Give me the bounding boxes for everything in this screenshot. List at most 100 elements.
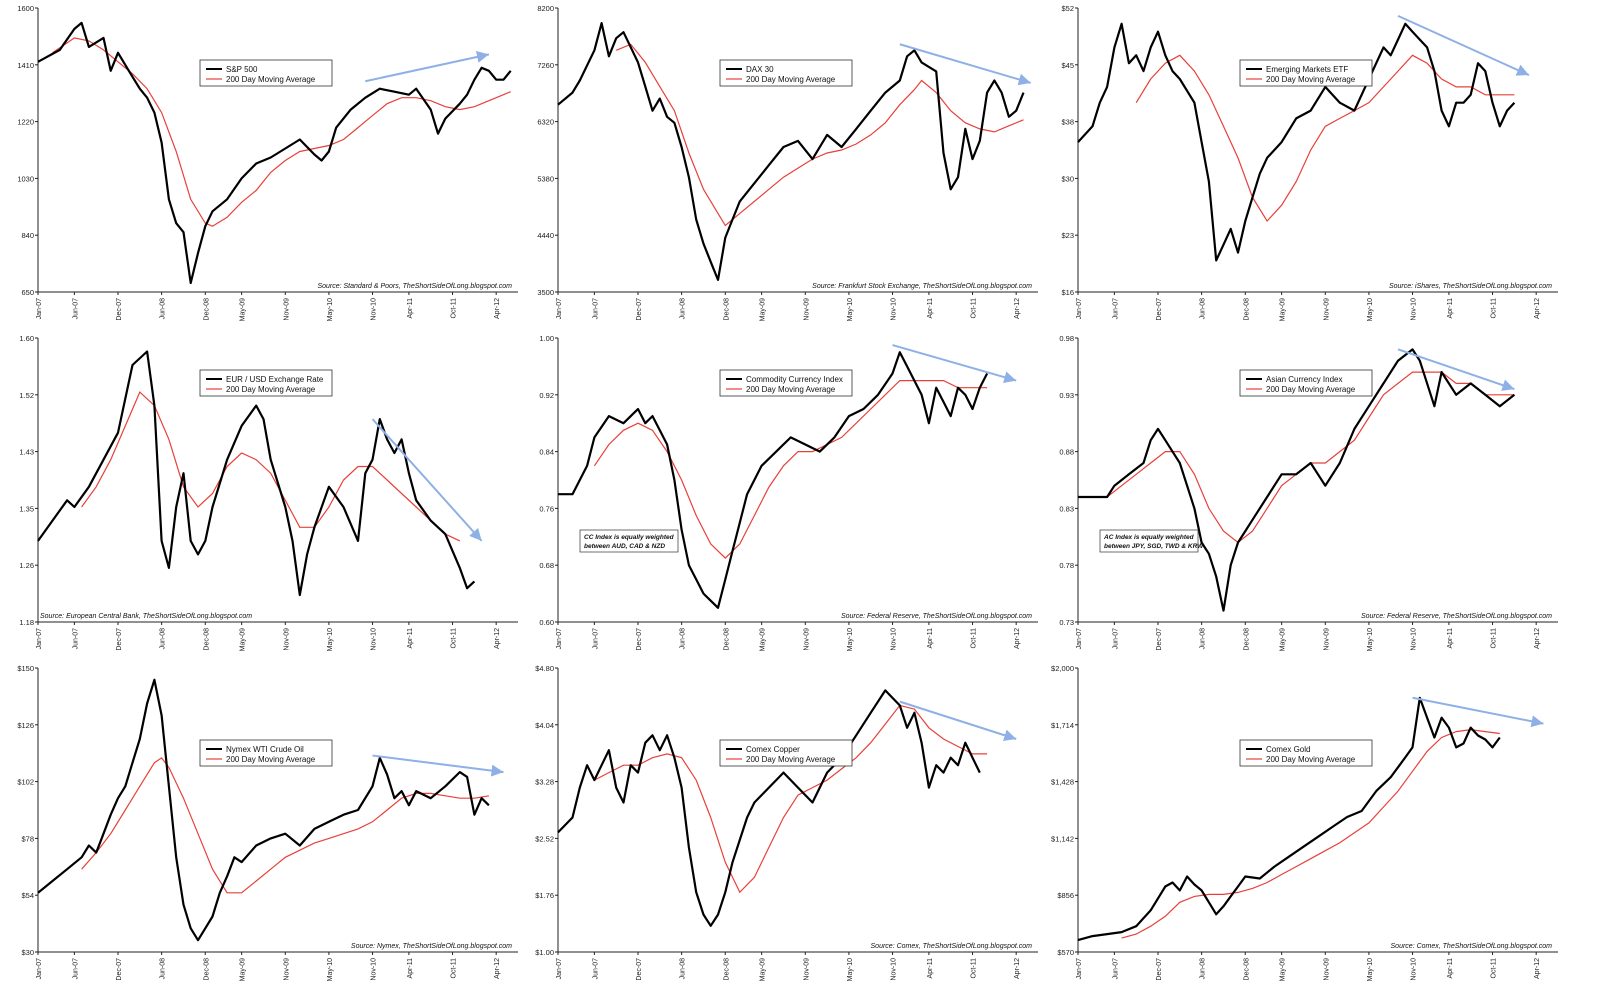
x-tick-label: Nov-09 xyxy=(283,628,290,651)
y-tick-label: $1,142 xyxy=(1051,834,1074,843)
note-text: between JPY, SGD, TWD & KRW xyxy=(1104,543,1204,550)
x-tick-label: May-09 xyxy=(1280,298,1287,321)
y-tick-label: $1.00 xyxy=(535,948,554,957)
x-tick-label: Nov-09 xyxy=(1323,958,1330,981)
x-tick-label: Jun-08 xyxy=(160,298,167,320)
y-tick-label: 1.00 xyxy=(539,334,554,343)
x-tick-label: Dec-08 xyxy=(1243,298,1250,321)
x-tick-label: Jun-07 xyxy=(592,958,599,980)
series-line-moving-average xyxy=(594,704,988,894)
trend-arrow xyxy=(371,418,483,542)
legend-label-moving-average: 200 Day Moving Average xyxy=(226,75,316,84)
x-tick-label: Jun-07 xyxy=(1112,298,1119,320)
x-tick-label: Jan-07 xyxy=(36,958,43,980)
x-tick-label: Dec-07 xyxy=(116,298,123,321)
x-tick-label: Jun-08 xyxy=(680,958,687,980)
y-tick-label: $78 xyxy=(21,834,34,843)
legend-label-moving-average: 200 Day Moving Average xyxy=(1266,385,1356,394)
y-tick-label: $4.04 xyxy=(535,721,554,730)
legend-label-price: Emerging Markets ETF xyxy=(1266,65,1348,74)
x-tick-label: May-10 xyxy=(1367,298,1374,321)
series-line-price xyxy=(558,351,989,609)
series-line-moving-average xyxy=(615,43,1024,227)
series-line-price xyxy=(557,689,981,927)
trend-arrow xyxy=(372,754,504,777)
x-tick-label: Nov-10 xyxy=(371,628,378,651)
y-tick-label: 0.84 xyxy=(539,448,554,457)
x-tick-label: Nov-10 xyxy=(1411,298,1418,321)
chart-panel-dax30: 3500 4440 5380 6320 7260 8200 Jan-07 Jun-07 Dec-… xyxy=(520,0,1040,330)
legend-label-moving-average: 200 Day Moving Average xyxy=(746,385,836,394)
x-tick-label: Jan-07 xyxy=(1076,298,1083,320)
x-tick-label: Jun-08 xyxy=(680,298,687,320)
x-tick-label: Jun-07 xyxy=(72,958,79,980)
series-line-price xyxy=(1077,22,1516,262)
x-tick-label: Oct-11 xyxy=(451,628,458,649)
y-tick-label: 840 xyxy=(21,231,34,240)
x-tick-label: Jun-07 xyxy=(72,298,79,320)
x-tick-label: Nov-09 xyxy=(803,298,810,321)
x-tick-label: Dec-08 xyxy=(1243,958,1250,981)
x-tick-label: Dec-07 xyxy=(116,958,123,981)
x-tick-label: Jan-07 xyxy=(556,628,563,650)
series-line-price xyxy=(37,21,512,285)
chart-panel-copper: $1.00 $1.76 $2.52 $3.28 $4.04 $4.80 Jan-07 Jun-… xyxy=(520,660,1040,990)
x-tick-label: May-10 xyxy=(327,628,334,651)
chart-panel-asian-currency-index: 0.73 0.78 0.83 0.88 0.93 0.98 Jan-07 Jun-07 Dec-… xyxy=(1040,330,1560,660)
x-tick-label: May-10 xyxy=(327,298,334,321)
chart-svg: 0.60 0.68 0.76 0.84 0.92 1.00 Jan-07 Jun-07 Dec-… xyxy=(539,334,1038,651)
y-tick-label: 0.78 xyxy=(1059,561,1074,570)
x-tick-label: May-10 xyxy=(847,628,854,651)
y-tick-label: $2,000 xyxy=(1051,664,1074,673)
chart-svg: 0.73 0.78 0.83 0.88 0.93 0.98 Jan-07 Jun-07 Dec-… xyxy=(1059,334,1558,651)
y-tick-label: $45 xyxy=(1061,61,1074,70)
x-tick-label: Nov-09 xyxy=(1323,298,1330,321)
x-tick-label: Jan-07 xyxy=(36,628,43,650)
x-tick-label: Nov-10 xyxy=(1411,958,1418,981)
source-note: Source: Nymex, TheShortSideOfLong.blogsp… xyxy=(351,943,512,950)
x-tick-label: May-09 xyxy=(760,958,767,981)
y-tick-label: 0.92 xyxy=(539,391,554,400)
x-tick-label: Nov-09 xyxy=(283,958,290,981)
x-tick-label: Apr-12 xyxy=(1534,298,1541,319)
y-tick-label: 0.98 xyxy=(1059,334,1074,343)
x-tick-label: Dec-07 xyxy=(1156,298,1163,321)
series-line-moving-average xyxy=(52,37,511,227)
series-line-price xyxy=(37,350,476,597)
series-line-moving-average xyxy=(1121,728,1500,939)
x-tick-label: Jun-08 xyxy=(680,628,687,650)
y-tick-label: $30 xyxy=(21,948,34,957)
x-tick-label: Oct-11 xyxy=(451,958,458,979)
source-note: Source: Standard & Poors, TheShortSideOf… xyxy=(317,283,512,290)
x-tick-label: May-09 xyxy=(240,298,247,321)
x-tick-label: Apr-12 xyxy=(1014,628,1021,649)
x-tick-label: Apr-12 xyxy=(1014,958,1021,979)
y-tick-label: 0.83 xyxy=(1059,504,1074,513)
source-note: Source: Federal Reserve, TheShortSideOfL… xyxy=(841,613,1032,620)
x-tick-label: Jun-08 xyxy=(1200,958,1207,980)
legend-label-moving-average: 200 Day Moving Average xyxy=(1266,755,1356,764)
x-tick-label: Dec-07 xyxy=(1156,628,1163,651)
source-note: Source: Frankfurt Stock Exchange, TheSho… xyxy=(812,283,1032,290)
x-tick-label: Nov-10 xyxy=(891,298,898,321)
x-tick-label: May-09 xyxy=(760,298,767,321)
legend-label-moving-average: 200 Day Moving Average xyxy=(226,385,316,394)
y-tick-label: 1030 xyxy=(17,174,34,183)
note-box xyxy=(1099,529,1199,553)
y-tick-label: 8200 xyxy=(537,4,554,13)
y-tick-label: 0.88 xyxy=(1059,448,1074,457)
source-note: Source: Comex, TheShortSideOfLong.blogsp… xyxy=(1391,943,1553,950)
x-tick-label: May-10 xyxy=(1367,958,1374,981)
x-tick-label: May-09 xyxy=(1280,958,1287,981)
y-tick-label: 0.68 xyxy=(539,561,554,570)
series-line-price xyxy=(37,678,490,942)
x-tick-label: Oct-11 xyxy=(1491,298,1498,319)
y-tick-label: 1.18 xyxy=(19,618,34,627)
x-tick-label: Apr-11 xyxy=(407,958,414,979)
y-tick-label: 1220 xyxy=(17,118,34,127)
x-tick-label: Nov-09 xyxy=(803,628,810,651)
